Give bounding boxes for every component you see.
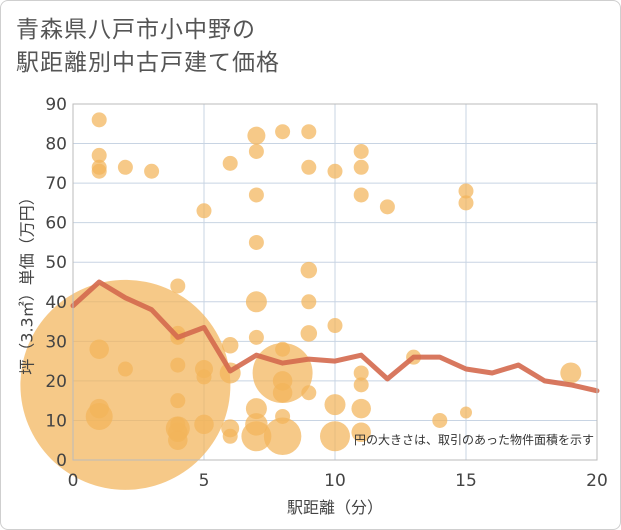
- bubble-point: [248, 234, 264, 250]
- bubble-point: [353, 159, 369, 175]
- y-tick-label: 90: [45, 95, 67, 115]
- bubble-point: [245, 398, 267, 420]
- bubble-point: [263, 417, 302, 456]
- y-tick-label: 40: [45, 293, 67, 313]
- x-tick-label: 10: [324, 471, 346, 491]
- bubble-point: [301, 294, 317, 310]
- bubble-point: [301, 159, 317, 175]
- y-tick-label: 60: [45, 214, 67, 234]
- bubble-point: [222, 428, 238, 444]
- bubble-point: [327, 163, 343, 179]
- bubble-point: [222, 155, 238, 171]
- bubble-point: [353, 143, 369, 159]
- x-tick-label: 20: [586, 471, 608, 491]
- bubble-point: [458, 183, 474, 199]
- bubble-point: [170, 393, 186, 409]
- bubble-point: [170, 357, 186, 373]
- plot-border: [72, 103, 598, 461]
- bubble-point: [458, 195, 474, 211]
- bubble-point: [196, 369, 212, 385]
- bubble-point: [241, 421, 272, 452]
- bubble-point: [353, 365, 369, 381]
- bubble-point: [327, 318, 343, 334]
- bubble-point: [91, 147, 107, 163]
- bubble-point: [168, 430, 188, 450]
- bubble-point: [248, 187, 264, 203]
- bubble-point: [432, 412, 448, 428]
- bubble-point: [248, 329, 264, 345]
- bubble-point: [379, 199, 395, 215]
- chart-title: 青森県八戸市小中野の 駅距離別中古戸建て価格: [16, 14, 280, 80]
- bubble-point: [245, 291, 267, 313]
- y-tick-label: 70: [45, 174, 67, 194]
- x-tick-label: 15: [455, 471, 477, 491]
- bubble-point: [272, 383, 293, 403]
- bubble-point: [170, 278, 186, 294]
- y-tick-label: 10: [45, 411, 67, 431]
- bubble-point: [353, 187, 369, 203]
- bubble-point: [320, 421, 350, 452]
- y-tick-label: 50: [45, 253, 67, 273]
- bubble-point: [301, 385, 317, 401]
- y-tick-labels: 0 10 20 30 40 50 60 70 80 90: [45, 95, 67, 471]
- chart-title-line-2: 駅距離別中古戸建て価格: [16, 50, 280, 76]
- bubble-point: [194, 414, 214, 435]
- bubble-point: [560, 362, 582, 384]
- bubble-point: [300, 325, 318, 342]
- bubble-point: [221, 337, 239, 354]
- bubble-point: [91, 112, 107, 128]
- y-tick-label: 0: [56, 451, 67, 471]
- bubble-point: [196, 203, 212, 219]
- y-tick-label: 30: [45, 332, 67, 352]
- bubble-point: [144, 163, 160, 179]
- bubble-point: [275, 124, 291, 140]
- bubble-point: [351, 398, 371, 419]
- bubble-point: [301, 124, 317, 140]
- y-tick-label: 20: [45, 372, 67, 392]
- bubble-point: [353, 377, 369, 393]
- bubble-point: [91, 163, 107, 179]
- bubble-point: [247, 126, 266, 145]
- x-tick-label: 0: [68, 471, 79, 491]
- bubble-point: [117, 159, 133, 175]
- x-axis-label: 駅距離（分）: [287, 498, 383, 517]
- y-tick-label: 80: [45, 135, 67, 155]
- y-axis-label: 坪（3.3㎡）単価（万円）: [18, 189, 37, 374]
- bubble-point: [351, 422, 371, 443]
- bubble-point: [324, 394, 346, 416]
- bubble-point: [248, 143, 264, 159]
- size-annotation: 円の大きさは、取引のあった物件面積を示す: [354, 432, 594, 447]
- chart-title-line-1: 青森県八戸市小中野の: [16, 17, 256, 43]
- x-tick-label: 5: [199, 471, 210, 491]
- x-tick-labels: 0 5 10 15 20: [68, 471, 608, 491]
- trend-line: [70, 279, 600, 394]
- bubble-point: [460, 406, 472, 419]
- bubble-point: [300, 261, 318, 279]
